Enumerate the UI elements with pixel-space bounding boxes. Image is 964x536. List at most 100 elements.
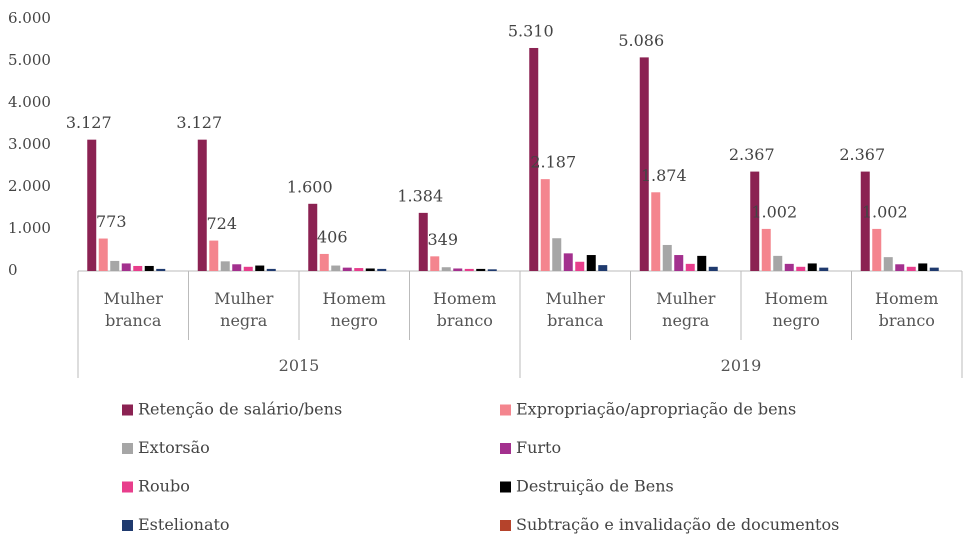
bar [895, 264, 905, 271]
x-tick-label: Mulher branca [545, 289, 605, 330]
bar [144, 265, 154, 271]
bar [418, 212, 428, 271]
bar [232, 264, 242, 271]
bar [563, 253, 573, 271]
x-tick-label: Mulher negra [656, 289, 716, 330]
legend-swatch [500, 481, 511, 493]
legend-swatch [122, 443, 133, 454]
data-label: 1.002 [862, 202, 908, 221]
bar [464, 268, 474, 271]
legend-label: Estelionato [138, 515, 230, 534]
bar [255, 265, 265, 271]
bar [110, 260, 120, 271]
bar [685, 263, 695, 271]
group-label: 2015 [278, 356, 320, 375]
data-label: 3.127 [176, 113, 222, 132]
bar [819, 267, 829, 271]
data-label: 406 [317, 227, 348, 246]
bar [266, 268, 276, 271]
bar [552, 238, 562, 271]
data-label: 2.187 [530, 153, 576, 172]
bar [98, 238, 108, 271]
data-label: 349 [427, 230, 458, 249]
legend-label: Destruição de Bens [516, 477, 674, 496]
bar [796, 266, 806, 271]
bar [750, 171, 760, 271]
data-label: 1.002 [751, 202, 797, 221]
x-tick-label: Homem negro [322, 289, 386, 330]
x-tick-label: Homem branco [875, 289, 939, 330]
group-label: 2019 [720, 356, 762, 375]
bar [487, 269, 497, 271]
bar [708, 266, 718, 271]
bar [476, 268, 486, 271]
y-tick-label: 3.000 [8, 135, 51, 153]
legend-label: Subtração e invalidação de documentos [516, 515, 839, 534]
bar [598, 265, 608, 271]
x-tick-label: Homem branco [433, 289, 497, 330]
bar [540, 179, 550, 271]
y-tick-label: 6.000 [8, 9, 51, 27]
bar [209, 240, 219, 271]
bar [342, 267, 352, 271]
bar [430, 256, 440, 271]
bar [761, 228, 771, 271]
bar [331, 265, 341, 271]
bar [529, 47, 539, 272]
bar [697, 255, 707, 271]
legend-swatch [122, 404, 133, 416]
bar [575, 261, 585, 271]
legend-label: Expropriação/apropriação de bens [516, 400, 796, 419]
bar [918, 263, 928, 271]
legend-swatch [122, 520, 133, 531]
legend-swatch [122, 481, 133, 493]
data-label: 1.384 [397, 186, 443, 205]
bar [662, 244, 672, 271]
bar [354, 268, 364, 271]
bar [87, 139, 97, 271]
bar [308, 203, 318, 271]
legend-label: Extorsão [138, 438, 210, 457]
bar [639, 57, 649, 271]
bar [121, 263, 131, 271]
data-label: 5.086 [618, 31, 664, 50]
bar [156, 268, 166, 271]
bar [243, 266, 253, 271]
bar [586, 255, 596, 271]
data-label: 2.367 [729, 145, 775, 164]
legend-label: Retenção de salário/bens [138, 400, 342, 419]
bar [133, 265, 143, 271]
data-label: 2.367 [839, 145, 885, 164]
bar [651, 192, 661, 271]
bar [929, 267, 939, 271]
x-tick-label: Mulher negra [214, 289, 274, 330]
bar [197, 139, 207, 271]
bar [441, 267, 451, 271]
x-tick-label: Mulher branca [103, 289, 163, 330]
bar [860, 171, 870, 271]
data-label: 1.874 [641, 166, 687, 185]
legend-label: Roubo [138, 477, 190, 496]
y-tick-label: 0 [8, 261, 18, 279]
bar [807, 263, 817, 271]
legend-swatch [500, 443, 511, 454]
bar [319, 253, 329, 271]
y-tick-label: 5.000 [8, 51, 51, 69]
bar [377, 268, 387, 271]
bar [872, 228, 882, 271]
legend-label: Furto [516, 438, 561, 457]
bar [220, 261, 230, 271]
y-tick-label: 4.000 [8, 93, 51, 111]
y-tick-label: 2.000 [8, 177, 51, 195]
legend-swatch [500, 404, 511, 416]
bar [773, 255, 783, 271]
data-label: 773 [96, 212, 127, 231]
bar [365, 268, 375, 271]
bar [906, 266, 916, 271]
legend-swatch [500, 520, 511, 531]
data-label: 3.127 [66, 113, 112, 132]
data-label: 724 [206, 214, 237, 233]
data-label: 5.310 [508, 21, 554, 40]
